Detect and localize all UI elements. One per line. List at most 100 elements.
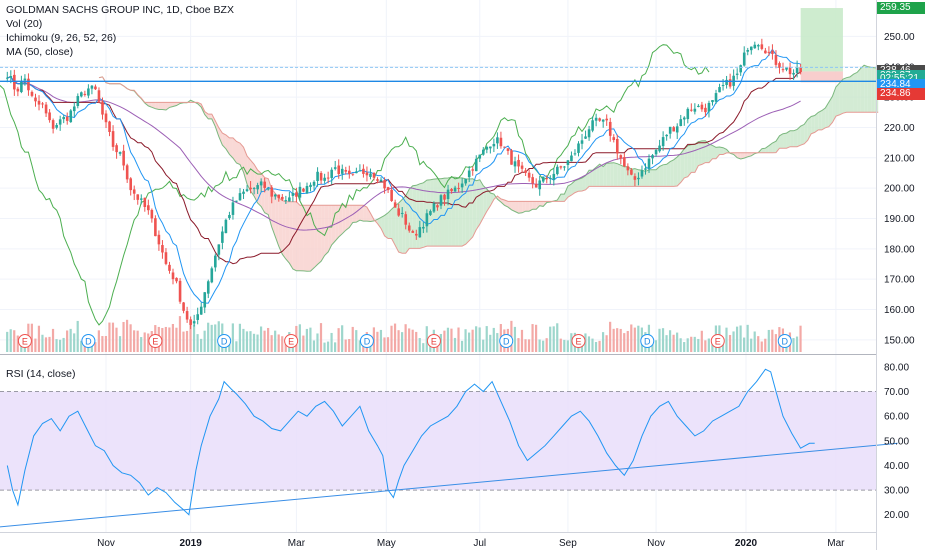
candle-body	[408, 225, 411, 230]
candle-body	[648, 159, 651, 169]
cloud-segment	[610, 163, 614, 187]
volume-bar	[673, 335, 675, 352]
cloud-segment	[413, 185, 417, 248]
cloud-segment	[519, 201, 523, 213]
candle-body	[352, 174, 355, 175]
volume-bar	[496, 333, 498, 352]
volume-bar	[380, 330, 382, 352]
candle-body	[168, 265, 171, 271]
volume-bar	[263, 331, 265, 352]
candle-body	[524, 170, 527, 172]
candle-body	[69, 110, 72, 122]
volume-bar	[122, 322, 124, 352]
cloud-segment	[476, 180, 480, 230]
candle-body	[218, 244, 221, 254]
candle-body	[722, 85, 725, 86]
cloud-segment	[300, 205, 304, 271]
candle-body	[366, 173, 369, 176]
candle-body	[144, 198, 147, 207]
price-tick-label: 180.00	[884, 244, 915, 255]
volume-bar	[521, 330, 523, 352]
candle-body	[126, 165, 129, 179]
volume-bar	[680, 338, 682, 352]
candle-body	[390, 190, 393, 201]
candle-body	[38, 101, 41, 105]
volume-bar	[330, 333, 332, 352]
volume-bar	[669, 330, 671, 352]
volume-bar	[472, 330, 474, 352]
cloud-segment	[561, 194, 565, 201]
candle-body	[337, 166, 340, 175]
event-marker-label: D	[85, 336, 92, 346]
volume-bar	[598, 341, 600, 352]
candle-body	[136, 194, 139, 199]
candle-body	[263, 182, 266, 188]
volume-bar	[658, 329, 660, 352]
candle-body	[447, 190, 450, 199]
volume-bar	[73, 333, 75, 352]
candle-body	[591, 120, 594, 130]
event-marker-label: E	[288, 336, 294, 346]
candle-body	[196, 314, 199, 320]
volume-bar	[662, 328, 664, 352]
volume-bar	[41, 335, 43, 352]
time-tick-label: 2019	[180, 538, 203, 549]
candle-body	[172, 272, 175, 279]
candle-body	[203, 292, 206, 307]
volume-bar	[313, 340, 315, 352]
candle-body	[24, 79, 27, 81]
candle-body	[620, 155, 623, 158]
candle-body	[256, 185, 259, 189]
candle-body	[641, 170, 644, 176]
volume-bar	[591, 339, 593, 352]
cloud-segment	[677, 153, 681, 186]
candle-body	[538, 180, 541, 189]
candle-body	[739, 65, 742, 72]
cloud-segment	[473, 179, 477, 237]
candle-body	[189, 319, 192, 325]
candle-body	[179, 281, 182, 302]
candle-body	[461, 184, 464, 188]
volume-bar	[627, 331, 629, 352]
volume-bar	[736, 327, 738, 352]
candle-body	[743, 53, 746, 66]
candle-body	[84, 94, 87, 95]
volume-bar	[63, 338, 65, 352]
volume-bar	[172, 324, 174, 352]
volume-bar	[613, 329, 615, 352]
cloud-segment	[720, 147, 724, 154]
candle-body	[757, 45, 760, 46]
volume-bar	[796, 337, 798, 352]
candle-body	[754, 45, 757, 48]
volume-bar	[376, 332, 378, 352]
candle-body	[507, 148, 510, 151]
cloud-segment	[286, 202, 290, 263]
volume-bar	[246, 331, 248, 352]
cloud-segment	[533, 201, 537, 209]
volume-bar	[383, 337, 385, 352]
volume-bar	[792, 338, 794, 352]
candle-body	[612, 137, 615, 140]
candle-body	[542, 177, 545, 182]
volume-bar	[517, 338, 519, 352]
candle-body	[186, 311, 189, 319]
volume-bar	[186, 331, 188, 352]
price-tick-label: 170.00	[884, 275, 915, 286]
volume-bar	[725, 328, 727, 352]
volume-bar	[348, 339, 350, 352]
volume-bar	[464, 329, 466, 352]
candle-body	[609, 122, 612, 136]
candle-body	[464, 179, 467, 184]
candle-body	[528, 173, 531, 178]
cloud-segment	[420, 183, 424, 249]
cloud-segment	[783, 133, 787, 148]
volume-bar	[394, 324, 396, 352]
candle-body	[768, 52, 771, 53]
volume-bar	[320, 323, 322, 352]
volume-bar	[553, 326, 555, 352]
volume-bar	[129, 324, 131, 352]
volume-bar	[609, 322, 611, 352]
volume-bar	[352, 327, 354, 352]
candle-body	[665, 135, 668, 136]
